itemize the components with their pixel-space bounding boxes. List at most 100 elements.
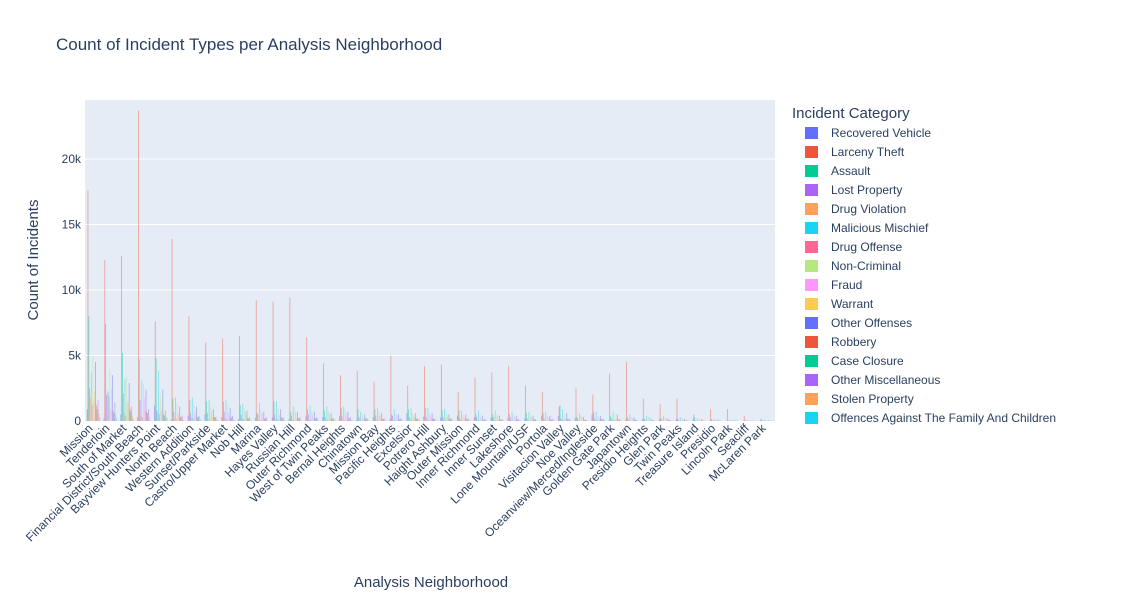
bar[interactable] xyxy=(599,419,600,421)
bar[interactable] xyxy=(137,417,138,421)
bar[interactable] xyxy=(104,418,105,421)
bar[interactable] xyxy=(132,416,133,421)
bar[interactable] xyxy=(448,418,449,421)
bar[interactable] xyxy=(618,420,619,421)
bar[interactable] xyxy=(259,403,260,421)
bar[interactable] xyxy=(434,418,435,421)
bar[interactable] xyxy=(380,418,381,421)
bar[interactable] xyxy=(390,418,391,421)
bar[interactable] xyxy=(105,324,106,421)
bar[interactable] xyxy=(546,420,547,421)
bar[interactable] xyxy=(604,420,605,421)
legend-item[interactable]: Malicious Mischief xyxy=(805,221,929,235)
bar[interactable] xyxy=(409,417,410,421)
bar[interactable] xyxy=(222,338,223,421)
bar[interactable] xyxy=(670,420,671,421)
bar[interactable] xyxy=(227,405,228,421)
bar[interactable] xyxy=(326,420,327,421)
bar[interactable] xyxy=(293,407,294,421)
bar[interactable] xyxy=(411,420,412,421)
bar[interactable] xyxy=(146,390,147,421)
bar[interactable] xyxy=(363,417,364,421)
bar[interactable] xyxy=(582,420,583,421)
bar[interactable] xyxy=(467,420,468,421)
bar[interactable] xyxy=(159,414,160,421)
bar[interactable] xyxy=(249,417,250,421)
bar[interactable] xyxy=(560,405,561,421)
bar[interactable] xyxy=(125,379,126,421)
bar[interactable] xyxy=(206,401,207,421)
bar[interactable] xyxy=(91,373,92,421)
bar[interactable] xyxy=(519,420,520,421)
bar[interactable] xyxy=(431,418,432,421)
bar[interactable] xyxy=(296,418,297,421)
bar[interactable] xyxy=(553,420,554,421)
bar[interactable] xyxy=(618,420,619,421)
bar[interactable] xyxy=(476,417,477,421)
bar[interactable] xyxy=(263,418,264,421)
bar[interactable] xyxy=(98,413,99,421)
bar[interactable] xyxy=(503,420,504,421)
bar[interactable] xyxy=(632,418,633,421)
bar[interactable] xyxy=(442,411,443,421)
bar[interactable] xyxy=(712,420,713,421)
bar[interactable] xyxy=(189,316,190,421)
bar[interactable] xyxy=(665,417,666,421)
bar[interactable] xyxy=(279,416,280,421)
bar[interactable] xyxy=(693,414,694,421)
bar[interactable] xyxy=(359,420,360,421)
bar[interactable] xyxy=(195,414,196,421)
bar[interactable] xyxy=(120,414,121,421)
bar[interactable] xyxy=(631,417,632,421)
bar[interactable] xyxy=(653,420,654,421)
bar[interactable] xyxy=(508,366,509,421)
bar[interactable] xyxy=(530,414,531,421)
bar[interactable] xyxy=(126,376,127,421)
bar[interactable] xyxy=(173,399,174,421)
bar[interactable] xyxy=(261,409,262,421)
bar[interactable] xyxy=(524,418,525,421)
bar[interactable] xyxy=(199,419,200,421)
bar[interactable] xyxy=(625,420,626,421)
bar[interactable] xyxy=(97,409,98,421)
bar[interactable] xyxy=(548,417,549,421)
bar[interactable] xyxy=(443,417,444,421)
bar[interactable] xyxy=(301,420,302,421)
bar[interactable] xyxy=(511,420,512,421)
bar[interactable] xyxy=(565,418,566,421)
bar[interactable] xyxy=(584,420,585,421)
bar[interactable] xyxy=(247,418,248,421)
bar[interactable] xyxy=(230,408,231,421)
bar[interactable] xyxy=(666,418,667,421)
bar[interactable] xyxy=(581,416,582,421)
bar[interactable] xyxy=(766,420,767,421)
bar[interactable] xyxy=(276,401,277,421)
bar[interactable] xyxy=(500,420,501,421)
bar[interactable] xyxy=(311,411,312,421)
bar[interactable] xyxy=(415,413,416,421)
bar[interactable] xyxy=(549,416,550,421)
bar[interactable] xyxy=(453,420,454,421)
bar[interactable] xyxy=(652,420,653,421)
bar[interactable] xyxy=(744,416,745,421)
bar[interactable] xyxy=(397,420,398,421)
bar[interactable] xyxy=(180,417,181,421)
bar[interactable] xyxy=(312,414,313,421)
bar[interactable] xyxy=(468,418,469,421)
bar[interactable] xyxy=(400,419,401,421)
bar[interactable] xyxy=(310,405,311,421)
bar[interactable] xyxy=(481,420,482,421)
bar[interactable] xyxy=(727,409,728,421)
bar[interactable] xyxy=(509,414,510,421)
legend[interactable]: Incident Category Recovered VehicleLarce… xyxy=(792,105,1056,425)
bar[interactable] xyxy=(411,408,412,421)
bar[interactable] xyxy=(667,418,668,421)
bar[interactable] xyxy=(661,418,662,421)
bar[interactable] xyxy=(109,370,110,421)
bar[interactable] xyxy=(283,417,284,421)
bar[interactable] xyxy=(307,409,308,421)
bar[interactable] xyxy=(677,418,678,421)
legend-item[interactable]: Lost Property xyxy=(805,183,902,197)
bar[interactable] xyxy=(322,417,323,421)
bar[interactable] xyxy=(147,413,148,421)
